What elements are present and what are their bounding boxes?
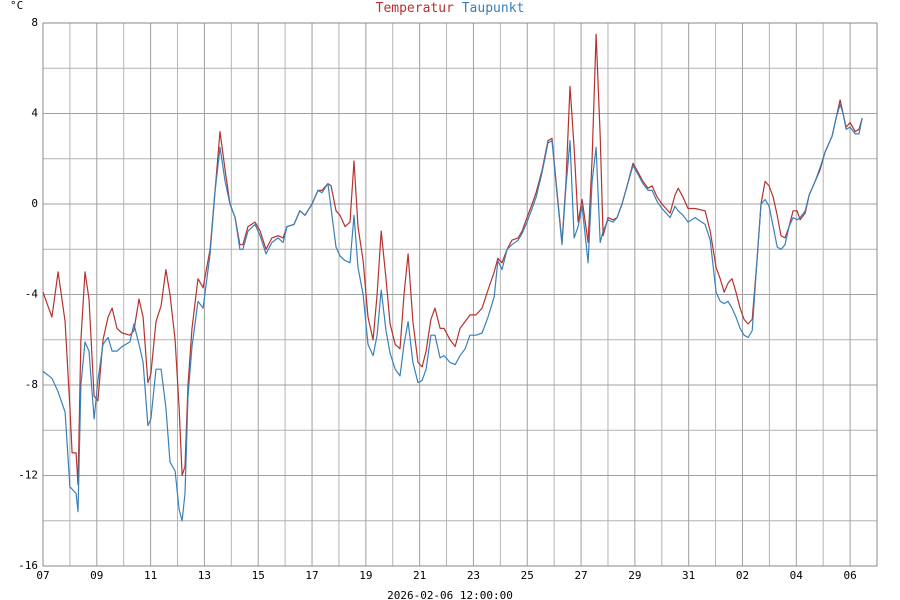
legend-entry: Taupunkt bbox=[462, 1, 525, 16]
plot-border bbox=[42, 22, 878, 567]
x-tick-label: 11 bbox=[144, 569, 157, 582]
x-tick-label: 09 bbox=[90, 569, 103, 582]
x-tick-label: 27 bbox=[574, 569, 587, 582]
x-tick-label: 31 bbox=[682, 569, 695, 582]
x-tick-label: 21 bbox=[413, 569, 426, 582]
x-tick-label: 23 bbox=[467, 569, 480, 582]
x-tick-label: 17 bbox=[305, 569, 318, 582]
legend-entry: Temperatur bbox=[376, 1, 454, 16]
y-tick-label: 0 bbox=[31, 197, 38, 210]
x-tick-label: 04 bbox=[790, 569, 804, 582]
x-tick-label: 13 bbox=[198, 569, 211, 582]
line bbox=[42, 103, 863, 522]
y-tick-label: -4 bbox=[25, 288, 39, 301]
x-tick-label: 29 bbox=[628, 569, 641, 582]
x-tick-label: 07 bbox=[36, 569, 49, 582]
y-unit: °C bbox=[10, 0, 23, 12]
y-tick-label: -12 bbox=[18, 469, 38, 482]
x-tick-label: 15 bbox=[252, 569, 265, 582]
timestamp: 2026-02-06 12:00:00 bbox=[387, 589, 513, 600]
x-tick-label: 25 bbox=[521, 569, 534, 582]
x-tick-label: 06 bbox=[843, 569, 856, 582]
line bbox=[42, 33, 863, 486]
x-tick-label: 02 bbox=[736, 569, 749, 582]
y-tick-label: -8 bbox=[25, 378, 38, 391]
y-tick-label: 8 bbox=[31, 16, 38, 29]
y-tick-label: -16 bbox=[18, 559, 38, 572]
x-tick-label: 19 bbox=[359, 569, 372, 582]
y-tick-label: 4 bbox=[31, 107, 38, 120]
legend: Temperatur Taupunkt bbox=[376, 1, 525, 16]
